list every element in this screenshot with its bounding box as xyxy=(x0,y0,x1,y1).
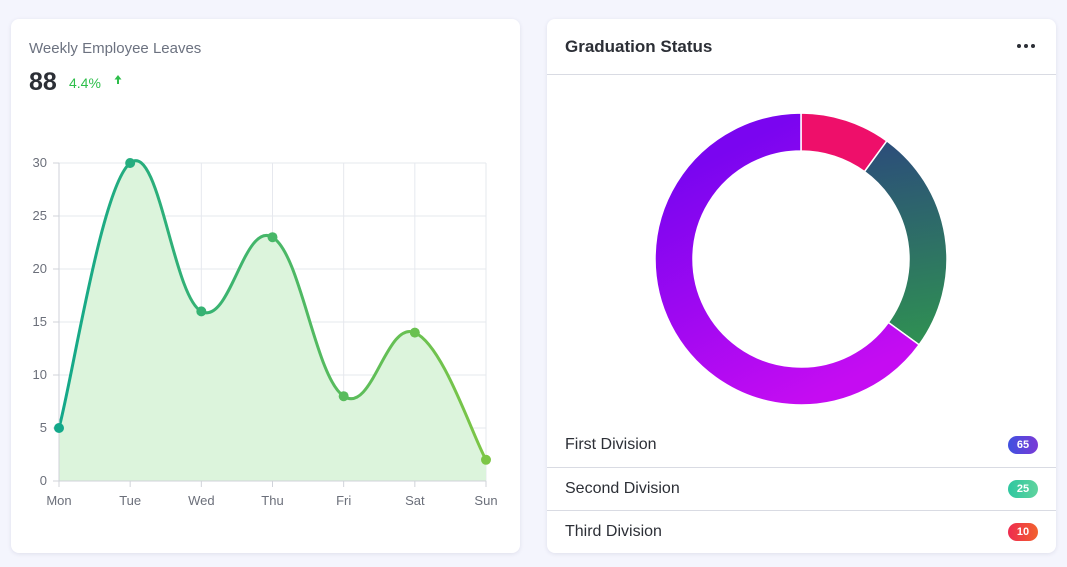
weekly-leaves-title: Weekly Employee Leaves xyxy=(29,40,202,57)
y-tick-label: 0 xyxy=(40,473,47,488)
donut-slice-second-division[interactable] xyxy=(863,139,948,346)
list-item-second-division[interactable]: Second Division 25 xyxy=(547,467,1056,511)
graduation-donut-chart xyxy=(654,112,948,406)
arrow-up-icon xyxy=(114,75,122,84)
data-point-wed[interactable] xyxy=(196,306,207,317)
second-division-label: Second Division xyxy=(565,480,680,497)
data-point-sun[interactable] xyxy=(481,454,491,465)
x-tick-label: Wed xyxy=(188,493,215,508)
y-tick-label: 15 xyxy=(33,314,47,329)
x-tick-label: Fri xyxy=(336,493,351,508)
weekly-leaves-total: 88 xyxy=(29,68,57,96)
y-tick-label: 25 xyxy=(33,208,47,223)
weekly-leaves-change: 4.4% xyxy=(69,75,101,91)
third-division-label: Third Division xyxy=(565,523,662,540)
data-point-tue[interactable] xyxy=(125,158,136,168)
weekly-leaves-card: Weekly Employee Leaves 88 4.4% 0 5 10 15 20 2… xyxy=(11,19,520,553)
graduation-card-header: Graduation Status xyxy=(547,19,1056,75)
second-division-count-badge: 25 xyxy=(1008,480,1038,498)
y-tick-label: 30 xyxy=(33,155,47,170)
x-tick-label: Tue xyxy=(119,493,141,508)
x-tick-label: Sun xyxy=(474,493,497,508)
graduation-status-card: Graduation Status First Division 65 Seco… xyxy=(547,19,1056,553)
leaves-area-fill xyxy=(59,160,486,482)
y-tick-label: 5 xyxy=(40,420,47,435)
x-tick-label: Mon xyxy=(46,493,71,508)
data-point-fri[interactable] xyxy=(338,391,349,402)
more-horizontal-icon[interactable] xyxy=(1016,37,1038,55)
graduation-status-title: Graduation Status xyxy=(565,37,713,56)
first-division-label: First Division xyxy=(565,436,657,453)
data-point-sat[interactable] xyxy=(409,327,420,338)
data-point-mon[interactable] xyxy=(54,423,64,433)
first-division-count-badge: 65 xyxy=(1008,436,1038,454)
third-division-count-badge: 10 xyxy=(1008,523,1038,541)
weekly-leaves-line-chart: 0 5 10 15 20 25 30 Mon Tue Wed Thu Fri Sat Sun xyxy=(33,155,498,508)
data-point-thu[interactable] xyxy=(267,232,278,243)
y-tick-label: 10 xyxy=(33,367,47,382)
y-tick-label: 20 xyxy=(33,261,47,276)
list-item-third-division[interactable]: Third Division 10 xyxy=(547,510,1056,554)
list-item-first-division[interactable]: First Division 65 xyxy=(547,424,1056,467)
x-tick-label: Thu xyxy=(261,493,283,508)
donut-slice-first-division[interactable] xyxy=(654,112,921,406)
x-tick-label: Sat xyxy=(405,493,425,508)
